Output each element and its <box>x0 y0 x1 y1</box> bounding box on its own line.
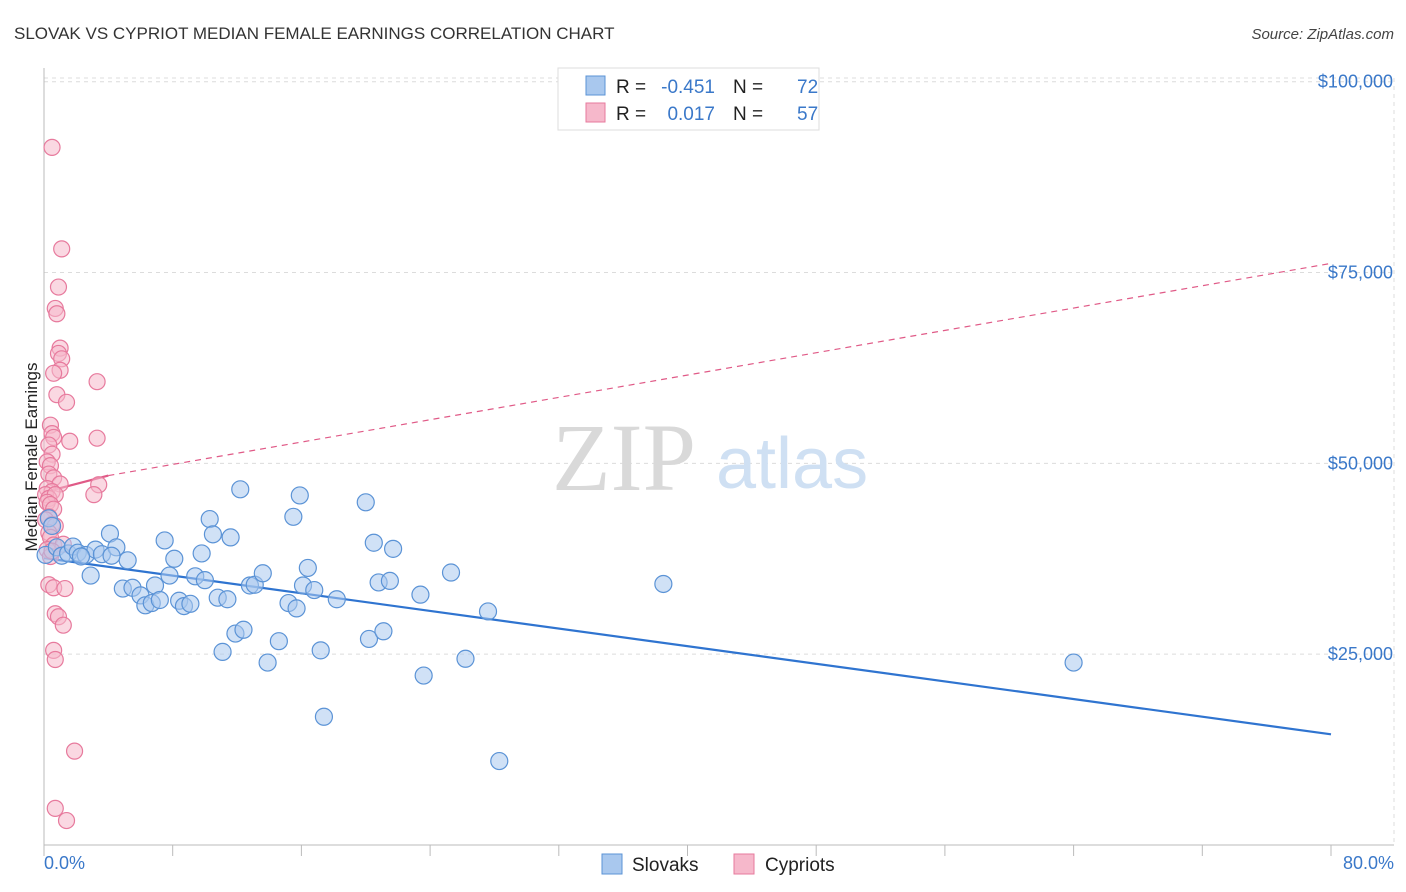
watermark: ZIP atlas <box>552 404 868 511</box>
point-slovaks <box>231 480 250 499</box>
point-cypriots <box>46 799 64 817</box>
bottom-legend-label-slovaks: Slovaks <box>632 855 699 876</box>
point-slovaks <box>456 649 475 668</box>
y-tick-label: $25,000 <box>1328 644 1393 664</box>
point-slovaks <box>298 558 317 578</box>
point-cypriots <box>57 811 76 830</box>
point-slovaks <box>42 516 62 536</box>
legend-r-value-slovaks: -0.451 <box>661 77 715 98</box>
point-slovaks <box>221 528 240 547</box>
point-slovaks <box>478 602 498 621</box>
point-slovaks <box>118 551 137 570</box>
data-points <box>36 138 1083 830</box>
legend-r-label-cypriots: R = <box>616 104 646 125</box>
legend-swatch-slovaks <box>585 75 606 96</box>
point-slovaks <box>160 566 179 585</box>
y-tick-labels: $25,000 $50,000 $75,000 $100,000 <box>1318 72 1393 664</box>
point-slovaks <box>305 580 324 600</box>
point-slovaks <box>374 622 393 641</box>
chart-title: SLOVAK VS CYPRIOT MEDIAN FEMALE EARNINGS… <box>14 24 614 43</box>
point-slovaks <box>411 585 430 604</box>
point-slovaks <box>81 566 100 585</box>
point-cypriots <box>88 373 106 391</box>
point-slovaks <box>327 590 346 609</box>
point-cypriots <box>88 429 106 447</box>
point-slovaks <box>258 653 277 672</box>
point-slovaks <box>155 531 174 550</box>
point-slovaks <box>195 571 214 590</box>
point-cypriots <box>43 138 61 156</box>
point-cypriots <box>65 742 84 760</box>
point-slovaks <box>356 493 375 512</box>
point-cypriots <box>61 432 79 450</box>
x-tick-label-min: 0.0% <box>44 853 85 873</box>
x-tick-label-max: 80.0% <box>1343 853 1394 873</box>
point-slovaks <box>311 641 330 660</box>
point-cypriots <box>53 240 71 258</box>
point-slovaks <box>269 632 288 651</box>
point-slovaks <box>200 509 219 529</box>
stats-legend: R = -0.451 N = 72 R = 0.017 N = 57 <box>557 67 820 131</box>
point-cypriots <box>48 305 66 323</box>
series-legend: Slovaks Cypriots <box>601 853 835 876</box>
point-slovaks <box>654 574 673 594</box>
legend-n-label-slovaks: N = <box>733 77 763 98</box>
bottom-legend-swatch-cypriots <box>733 853 755 875</box>
watermark-atlas: atlas <box>716 424 868 504</box>
point-slovaks <box>218 590 237 609</box>
legend-n-value-cypriots: 57 <box>797 104 818 125</box>
bottom-legend-label-cypriots: Cypriots <box>765 855 835 876</box>
point-slovaks <box>1064 653 1083 672</box>
point-slovaks <box>253 564 272 583</box>
point-slovaks <box>383 539 403 558</box>
point-slovaks <box>150 590 169 610</box>
point-slovaks <box>414 666 433 685</box>
point-slovaks <box>213 642 232 661</box>
trendline-cypriots-extrapolated <box>108 262 1332 477</box>
point-slovaks <box>441 563 461 582</box>
trendline-slovaks <box>43 556 1332 736</box>
y-tick-label: $75,000 <box>1328 263 1393 283</box>
point-cypriots <box>45 364 63 382</box>
legend-n-value-slovaks: 72 <box>797 77 818 98</box>
legend-swatch-cypriots <box>585 102 606 123</box>
point-slovaks <box>359 629 379 649</box>
bottom-legend-swatch-slovaks <box>601 853 623 875</box>
point-slovaks <box>314 707 334 726</box>
point-slovaks <box>380 571 399 591</box>
point-slovaks <box>290 486 309 505</box>
legend-r-value-cypriots: 0.017 <box>667 104 715 125</box>
y-tick-label: $100,000 <box>1318 72 1393 92</box>
point-slovaks <box>192 544 211 563</box>
point-cypriots <box>85 486 103 504</box>
watermark-zip: ZIP <box>552 404 696 511</box>
point-cypriots <box>46 650 64 669</box>
point-slovaks <box>490 751 509 771</box>
chart-source: Source: ZipAtlas.com <box>1251 26 1394 43</box>
legend-n-label-cypriots: N = <box>733 104 763 125</box>
point-slovaks <box>181 594 200 613</box>
point-slovaks <box>234 620 253 639</box>
point-slovaks <box>284 507 303 526</box>
point-cypriots <box>57 393 76 411</box>
point-cypriots <box>54 616 72 634</box>
point-slovaks <box>165 549 184 568</box>
point-slovaks <box>364 533 383 552</box>
point-slovaks <box>287 599 306 618</box>
point-cypriots <box>56 579 74 598</box>
point-slovaks <box>71 547 91 566</box>
point-cypriots <box>49 278 68 296</box>
y-tick-label: $50,000 <box>1328 453 1393 473</box>
y-axis-label: Median Female Earnings <box>22 363 41 552</box>
legend-r-label-slovaks: R = <box>616 77 646 98</box>
point-slovaks <box>102 546 121 565</box>
point-slovaks <box>203 525 223 544</box>
